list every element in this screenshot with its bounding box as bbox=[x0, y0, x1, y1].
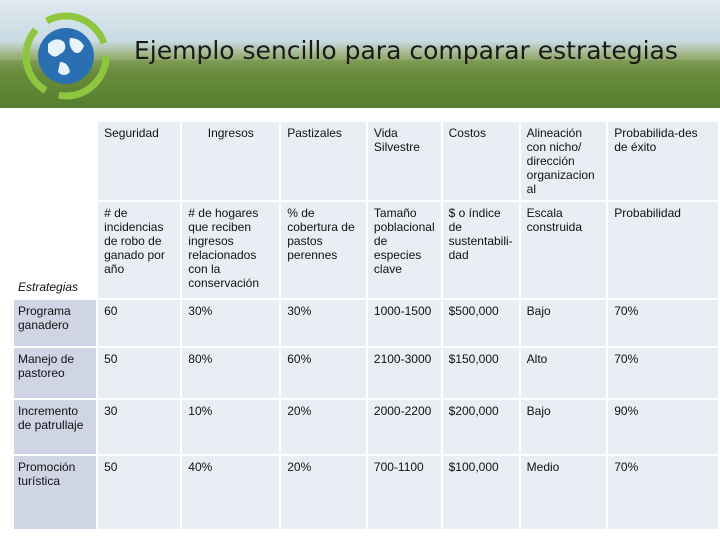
data-cell: 40% bbox=[182, 456, 280, 529]
row-label: Promoción turística bbox=[14, 456, 97, 529]
data-cell: Bajo bbox=[520, 400, 607, 454]
data-cell: 2100-3000 bbox=[367, 348, 441, 398]
data-cell: 20% bbox=[281, 400, 366, 454]
slide-title: Ejemplo sencillo para comparar estrategi… bbox=[134, 36, 678, 65]
data-cell: 20% bbox=[281, 456, 366, 529]
metric-cell: Tamaño poblacional de especies clave bbox=[367, 202, 441, 298]
data-cell: 70% bbox=[608, 348, 718, 398]
metric-cell: # de incidencias de robo de ganado por a… bbox=[98, 202, 181, 298]
data-cell: $150,000 bbox=[442, 348, 519, 398]
row-label: Manejo de pastoreo bbox=[14, 348, 97, 398]
data-cell: $200,000 bbox=[442, 400, 519, 454]
data-cell: 700-1100 bbox=[367, 456, 441, 529]
data-row: Manejo de pastoreo 50 80% 60% 2100-3000 $150,… bbox=[14, 348, 718, 398]
metric-cell: Escala construida bbox=[520, 202, 607, 298]
data-cell: 70% bbox=[608, 456, 718, 529]
data-cell: 30 bbox=[98, 400, 181, 454]
column-header: Probabilida-des de éxito bbox=[608, 122, 718, 200]
banner-art bbox=[0, 12, 720, 108]
data-cell: $500,000 bbox=[442, 300, 519, 346]
banner: Ejemplo sencillo para comparar estrategi… bbox=[0, 0, 720, 108]
data-cell: 60 bbox=[98, 300, 181, 346]
column-header: Alineación con nicho/ dirección organiza… bbox=[520, 122, 607, 200]
data-cell: 30% bbox=[182, 300, 280, 346]
metric-cell: % de cobertura de pastos perennes bbox=[281, 202, 366, 298]
data-cell: 70% bbox=[608, 300, 718, 346]
data-row: Promoción turística 50 40% 20% 700-1100 $100,… bbox=[14, 456, 718, 529]
data-cell: 2000-2200 bbox=[367, 400, 441, 454]
data-cell: 10% bbox=[182, 400, 280, 454]
globe-logo bbox=[22, 12, 110, 100]
metric-cell: $ o índice de sustentabili-dad bbox=[442, 202, 519, 298]
column-header: Pastizales bbox=[281, 122, 366, 200]
comparison-table: Seguridad Ingresos Pastizales Vida Silvestr… bbox=[12, 120, 720, 531]
metric-label: Estrategias bbox=[14, 202, 97, 298]
data-row: Incremento de patrullaje 30 10% 20% 2000-220… bbox=[14, 400, 718, 454]
data-cell: 80% bbox=[182, 348, 280, 398]
data-cell: Alto bbox=[520, 348, 607, 398]
header-row: Seguridad Ingresos Pastizales Vida Silvestr… bbox=[14, 122, 718, 200]
data-cell: 30% bbox=[281, 300, 366, 346]
column-header: Ingresos bbox=[182, 122, 280, 200]
metric-cell: Probabilidad bbox=[608, 202, 718, 298]
data-cell: Bajo bbox=[520, 300, 607, 346]
data-cell: $100,000 bbox=[442, 456, 519, 529]
column-header: Costos bbox=[442, 122, 519, 200]
data-cell: 1000-1500 bbox=[367, 300, 441, 346]
data-cell: 90% bbox=[608, 400, 718, 454]
data-cell: 50 bbox=[98, 456, 181, 529]
data-row: Programa ganadero 60 30% 30% 1000-1500 $500,0… bbox=[14, 300, 718, 346]
grass bbox=[0, 60, 720, 108]
data-cell: 60% bbox=[281, 348, 366, 398]
column-header: Vida Silvestre bbox=[367, 122, 441, 200]
row-label: Programa ganadero bbox=[14, 300, 97, 346]
column-header: Seguridad bbox=[98, 122, 181, 200]
corner-cell bbox=[14, 122, 97, 200]
row-label: Incremento de patrullaje bbox=[14, 400, 97, 454]
data-cell: Medio bbox=[520, 456, 607, 529]
metric-row: Estrategias # de incidencias de robo de g… bbox=[14, 202, 718, 298]
metric-cell: # de hogares que reciben ingresos relaci… bbox=[182, 202, 280, 298]
data-cell: 50 bbox=[98, 348, 181, 398]
